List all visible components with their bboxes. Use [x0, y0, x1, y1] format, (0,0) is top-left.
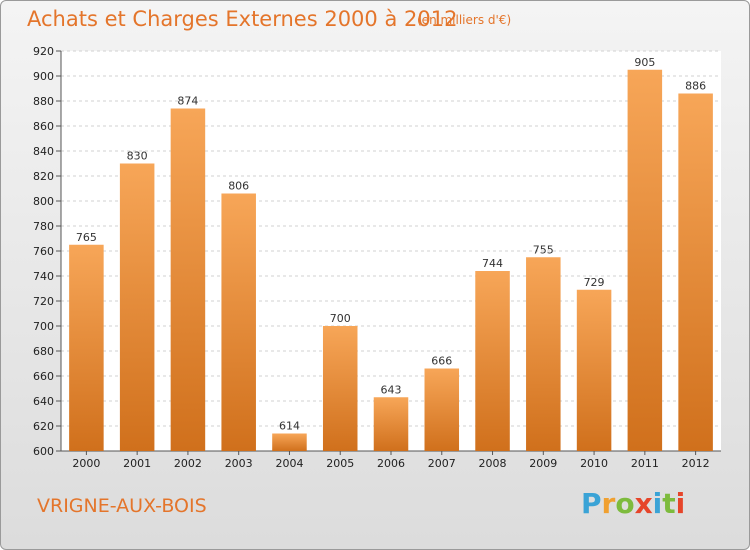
y-tick-label: 920 — [33, 45, 54, 58]
x-tick-label: 2001 — [123, 457, 151, 470]
y-tick-label: 600 — [33, 445, 54, 458]
x-tick-label: 2008 — [479, 457, 507, 470]
y-tick-label: 640 — [33, 395, 54, 408]
x-tick-label: 2011 — [631, 457, 659, 470]
data-label-2004: 614 — [279, 420, 300, 433]
y-tick-label: 900 — [33, 70, 54, 83]
x-tick-label: 2003 — [225, 457, 253, 470]
x-tick-label: 2012 — [682, 457, 710, 470]
x-tick-label: 2006 — [377, 457, 405, 470]
y-tick-label: 680 — [33, 345, 54, 358]
bar-2009 — [526, 257, 561, 451]
y-tick-label: 740 — [33, 270, 54, 283]
bar-2011 — [627, 69, 663, 451]
bar-2006 — [373, 397, 409, 451]
bar-2012 — [678, 93, 713, 451]
bar-2010 — [576, 289, 612, 451]
y-tick-label: 820 — [33, 170, 54, 183]
bar-2007 — [424, 368, 460, 451]
data-label-2007: 666 — [431, 355, 452, 368]
data-label-2012: 886 — [685, 80, 706, 93]
y-tick-label: 620 — [33, 420, 54, 433]
x-tick-label: 2005 — [326, 457, 354, 470]
bar-2003 — [221, 193, 256, 451]
y-tick-label: 700 — [33, 320, 54, 333]
bar-2008 — [475, 271, 510, 451]
data-label-2008: 744 — [482, 257, 503, 270]
y-tick-label: 780 — [33, 220, 54, 233]
y-tick-label: 860 — [33, 120, 54, 133]
y-tick-label: 660 — [33, 370, 54, 383]
x-tick-label: 2000 — [72, 457, 100, 470]
y-tick-label: 800 — [33, 195, 54, 208]
data-label-2005: 700 — [330, 312, 351, 325]
bar-2004 — [272, 433, 307, 451]
place-name: VRIGNE-AUX-BOIS — [37, 495, 207, 517]
x-tick-label: 2010 — [580, 457, 608, 470]
x-tick-label: 2002 — [174, 457, 202, 470]
y-tick-label: 720 — [33, 295, 54, 308]
chart-subtitle: (en milliers d'€) — [417, 13, 512, 27]
bar-2002 — [170, 108, 206, 451]
data-label-2003: 806 — [228, 180, 249, 193]
x-tick-label: 2009 — [529, 457, 557, 470]
data-label-2006: 643 — [381, 383, 402, 396]
y-tick-label: 760 — [33, 245, 54, 258]
data-label-2010: 729 — [584, 276, 605, 289]
y-tick-label: 880 — [33, 95, 54, 108]
data-label-2002: 874 — [177, 95, 198, 108]
bar-2005 — [322, 326, 358, 451]
x-tick-label: 2004 — [275, 457, 303, 470]
proxiti-logo: Proxiti — [581, 487, 686, 520]
bar-2000 — [69, 244, 104, 451]
y-tick-label: 840 — [33, 145, 54, 158]
data-label-2011: 905 — [634, 56, 655, 69]
data-label-2009: 755 — [533, 243, 554, 256]
bar-2001 — [119, 163, 155, 451]
data-label-2001: 830 — [127, 150, 148, 163]
chart-title: Achats et Charges Externes 2000 à 2012 — [27, 7, 458, 31]
x-tick-label: 2007 — [428, 457, 456, 470]
data-label-2000: 765 — [76, 231, 97, 244]
